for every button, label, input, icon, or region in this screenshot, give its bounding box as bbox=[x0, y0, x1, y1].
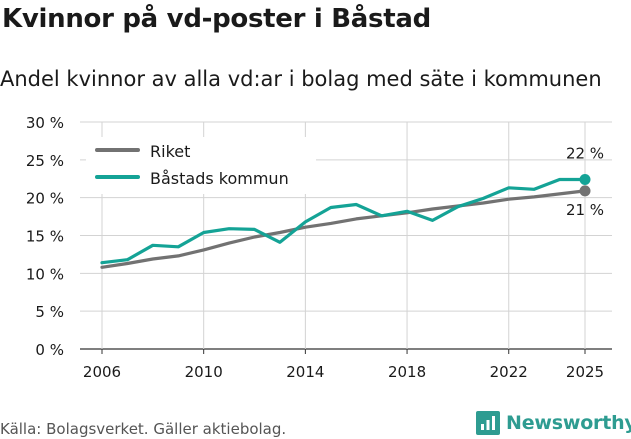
end-label-bastad: 22 % bbox=[566, 145, 604, 163]
end-point-bastad bbox=[579, 174, 591, 186]
y-tick-label: 25 % bbox=[26, 152, 64, 170]
x-tick-label: 2025 bbox=[566, 363, 604, 381]
x-tick-label: 2022 bbox=[490, 363, 528, 381]
series-lines bbox=[100, 174, 591, 269]
x-tick-label: 2006 bbox=[83, 363, 121, 381]
chart-title: Kvinnor på vd-poster i Båstad bbox=[2, 4, 431, 34]
source-note: Källa: Bolagsverket. Gäller aktiebolag. bbox=[0, 420, 287, 438]
end-labels: 21 % 22 % bbox=[566, 145, 604, 219]
series-line-riket bbox=[100, 189, 587, 269]
x-tick-label: 2014 bbox=[286, 363, 324, 381]
x-axis-ticks: 2006 2010 2014 2018 2022 2025 bbox=[83, 349, 604, 381]
brand-name: Newsworthy bbox=[506, 412, 631, 434]
y-tick-label: 20 % bbox=[26, 190, 64, 208]
legend: Riket Båstads kommun bbox=[95, 142, 289, 188]
legend-label-riket: Riket bbox=[150, 142, 190, 161]
end-point-riket bbox=[579, 185, 591, 197]
y-tick-label: 5 % bbox=[35, 303, 64, 321]
y-tick-label: 15 % bbox=[26, 228, 64, 246]
chart-subtitle: Andel kvinnor av alla vd:ar i bolag med … bbox=[0, 67, 602, 91]
newsworthy-logo-icon bbox=[476, 411, 500, 435]
legend-background bbox=[86, 137, 316, 194]
brand-logo: Newsworthy bbox=[476, 408, 631, 438]
y-axis-ticks: 0 % 5 % 10 % 15 % 20 % 25 % 30 % bbox=[26, 114, 64, 359]
y-tick-label: 0 % bbox=[35, 341, 64, 359]
y-tick-label: 10 % bbox=[26, 265, 64, 283]
y-tick-label: 30 % bbox=[26, 114, 64, 132]
end-label-riket: 21 % bbox=[566, 201, 604, 219]
x-tick-label: 2018 bbox=[388, 363, 426, 381]
x-tick-label: 2010 bbox=[185, 363, 223, 381]
series-line-bastad bbox=[100, 177, 587, 265]
legend-label-bastad: Båstads kommun bbox=[150, 169, 289, 188]
